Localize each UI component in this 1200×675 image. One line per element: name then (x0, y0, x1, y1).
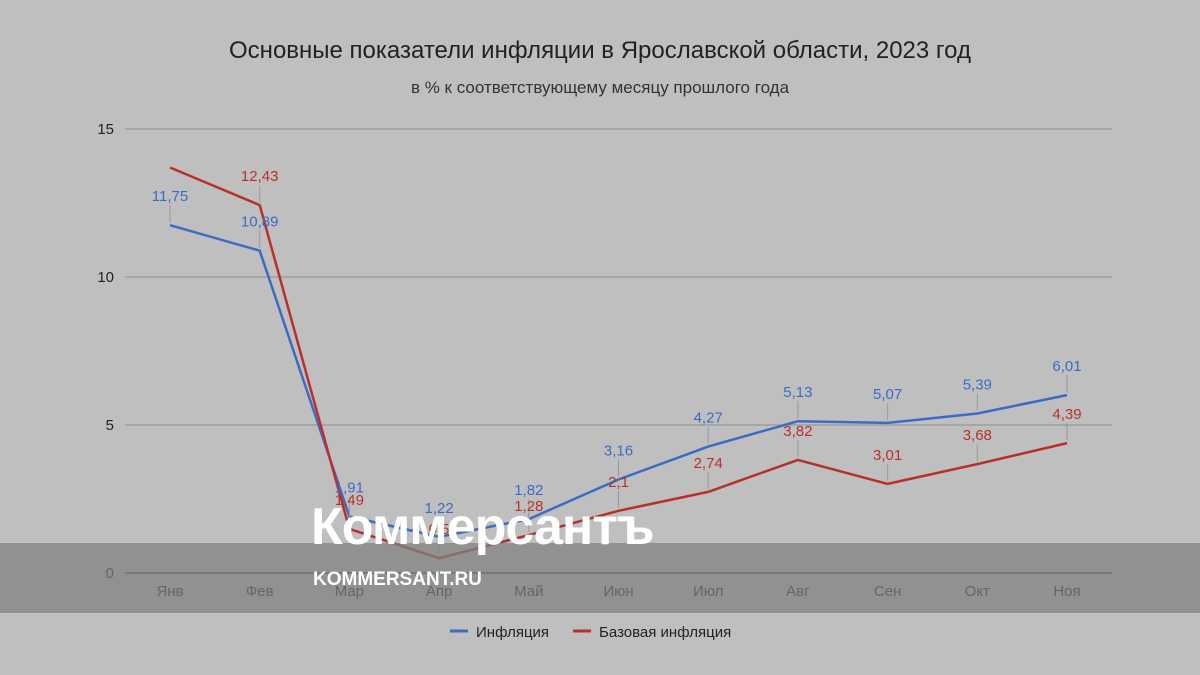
chart-subtitle: в % к соответствующему месяцу прошлого г… (411, 78, 790, 97)
data-label: 5,07 (873, 386, 902, 403)
series-layer (169, 166, 1068, 560)
series-line-1 (169, 223, 1068, 539)
data-label: 4,39 (1052, 406, 1081, 423)
data-labels: 11,75 10,89 1,91 1,22 1,82 3,16 4,27 5,13 5,07 5,… (152, 168, 1082, 556)
legend-label-2: Базовая инфляция (599, 624, 731, 641)
data-label: 1,49 (335, 492, 364, 509)
y-tick-label: 10 (97, 269, 114, 286)
data-label: 2,1 (608, 474, 629, 491)
data-label: 5,39 (963, 376, 992, 393)
data-label: 1,91 (335, 479, 364, 496)
data-label: 0,5 (429, 521, 450, 538)
watermark-site: KOMMERSANT.RU (313, 569, 482, 590)
data-label: 3,82 (783, 423, 812, 440)
data-label: 1,28 (514, 498, 543, 515)
chart-title: Основные показатели инфляции в Ярославск… (229, 37, 971, 64)
watermark-brand: Коммерсантъ (311, 498, 654, 556)
data-label: 1,22 (424, 500, 453, 517)
data-label: 2,74 (694, 455, 723, 472)
y-tick-label: 5 (106, 417, 114, 434)
data-label: 3,01 (873, 447, 902, 464)
data-label: 1,82 (514, 482, 543, 499)
y-axis-ticks: 051015 (97, 121, 114, 582)
watermark-band (0, 543, 1200, 613)
data-label: 4,27 (694, 410, 723, 427)
data-label: 3,68 (963, 427, 992, 444)
data-label: 11,75 (152, 188, 188, 205)
watermark: Коммерсантъ KOMMERSANT.RU (0, 498, 1200, 613)
series-line-2 (169, 166, 1068, 560)
y-tick-label: 15 (97, 121, 114, 138)
legend: Инфляция Базовая инфляция (450, 624, 731, 641)
data-label: 10,89 (241, 214, 279, 231)
data-label: 5,13 (783, 384, 812, 401)
data-label: 12,43 (241, 168, 279, 185)
legend-label-1: Инфляция (476, 624, 549, 641)
data-label: 6,01 (1052, 358, 1081, 375)
data-label: 3,16 (604, 442, 633, 459)
